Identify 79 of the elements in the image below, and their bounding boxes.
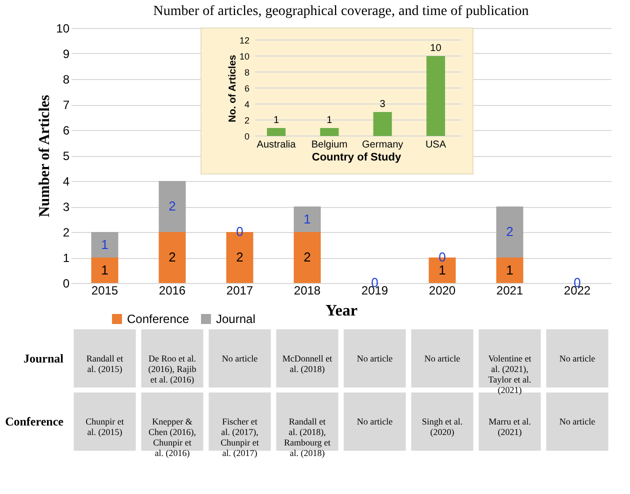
text: De Roo et al. (2016), Rajib et al. (2016)	[148, 353, 196, 384]
text: No article	[559, 353, 596, 364]
bar	[91, 232, 118, 258]
text: Randall et al. (2015)	[86, 353, 124, 374]
y-tick-label: 6	[62, 124, 70, 138]
text: Journal	[23, 351, 64, 366]
x-tick-label: 2021	[496, 284, 524, 298]
x-tick-label: Australia	[256, 140, 296, 150]
y-tick-label: 1	[62, 251, 70, 265]
x-tick-label: 2017	[226, 284, 254, 298]
x-tick-label: 2016	[158, 284, 186, 298]
y-tick-label: 2	[62, 226, 70, 240]
bar	[158, 181, 186, 232]
bar	[496, 206, 524, 258]
data-label: 1	[304, 211, 311, 226]
y-tick-label: 7	[62, 98, 70, 112]
legend-label: Conference	[127, 312, 190, 326]
text: No article	[356, 353, 393, 364]
text: Conference	[5, 414, 64, 429]
x-tick-label: 2018	[294, 284, 321, 298]
bar	[266, 128, 286, 136]
text: No article	[559, 416, 596, 427]
data-label: 0	[438, 250, 446, 264]
y-tick-label: 2	[244, 116, 250, 126]
y-tick-label: 8	[244, 68, 250, 78]
x-axis-title: Country of Study	[312, 152, 402, 164]
data-label: 1	[438, 262, 446, 278]
y-tick-label: 4	[244, 100, 250, 110]
text: Knepper & Chen (2016), Chunpir et al. (2016)	[148, 416, 196, 458]
legend-label: Journal	[216, 312, 256, 326]
text: Chunpir et al. (2015)	[86, 416, 124, 438]
data-label: 2	[168, 250, 176, 264]
y-axis-title: Number of Articles	[37, 94, 54, 218]
data-label: 1	[506, 262, 514, 278]
text: Singh et al. (2020)	[422, 416, 463, 438]
y-tick-label: 6	[244, 84, 250, 94]
x-tick-label: Germany	[362, 140, 404, 150]
y-tick-label: 5	[62, 149, 70, 163]
y-axis-title: No. of Articles	[227, 54, 238, 122]
data-label: 10	[430, 43, 442, 54]
y-tick-label: 9	[62, 47, 70, 61]
data-label: 1	[326, 115, 333, 126]
text: No article	[222, 353, 258, 364]
bar	[373, 112, 392, 136]
bar	[320, 128, 339, 136]
text: No article	[356, 416, 393, 427]
text: Randall et al. (2018), Rambourg et al. (2018)	[284, 416, 331, 458]
bar	[158, 232, 186, 283]
chart-title: Number of articles, geographical coverage, and time of publication	[153, 4, 529, 19]
bar	[496, 258, 524, 283]
data-label: 2	[168, 198, 176, 214]
x-tick-label: 2020	[428, 284, 456, 298]
data-label: 1	[273, 115, 280, 126]
text: McDonnell et al. (2018)	[282, 353, 332, 374]
y-tick-label: 4	[62, 174, 70, 188]
data-label: 2	[304, 250, 311, 264]
x-axis-title: Year	[326, 302, 358, 320]
text: Marru et al. (2021)	[488, 416, 531, 438]
text: No article	[424, 353, 460, 364]
data-label: 1	[101, 236, 108, 252]
y-tick-label: 0	[244, 132, 250, 142]
bar	[91, 258, 118, 283]
y-tick-label: 0	[62, 276, 70, 290]
text: Fischer et al. (2017), Chunpir et al. (2017)	[220, 416, 259, 458]
data-label: 3	[380, 99, 386, 110]
y-tick-label: 3	[62, 200, 70, 214]
text: Volentine et al. (2021), Taylor et al. (2021)	[488, 353, 532, 395]
y-tick-label: 10	[56, 22, 70, 36]
x-tick-label: USA	[425, 140, 446, 150]
x-tick-label: 2015	[91, 284, 118, 298]
data-label: 2	[506, 224, 514, 239]
y-tick-label: 10	[239, 52, 250, 62]
y-tick-label: 12	[239, 36, 250, 46]
bar	[294, 206, 321, 232]
y-tick-label: 8	[62, 72, 70, 86]
x-tick-label: Belgium	[311, 140, 348, 150]
bar	[426, 56, 446, 136]
data-label: 1	[101, 262, 108, 278]
bar	[294, 232, 321, 283]
